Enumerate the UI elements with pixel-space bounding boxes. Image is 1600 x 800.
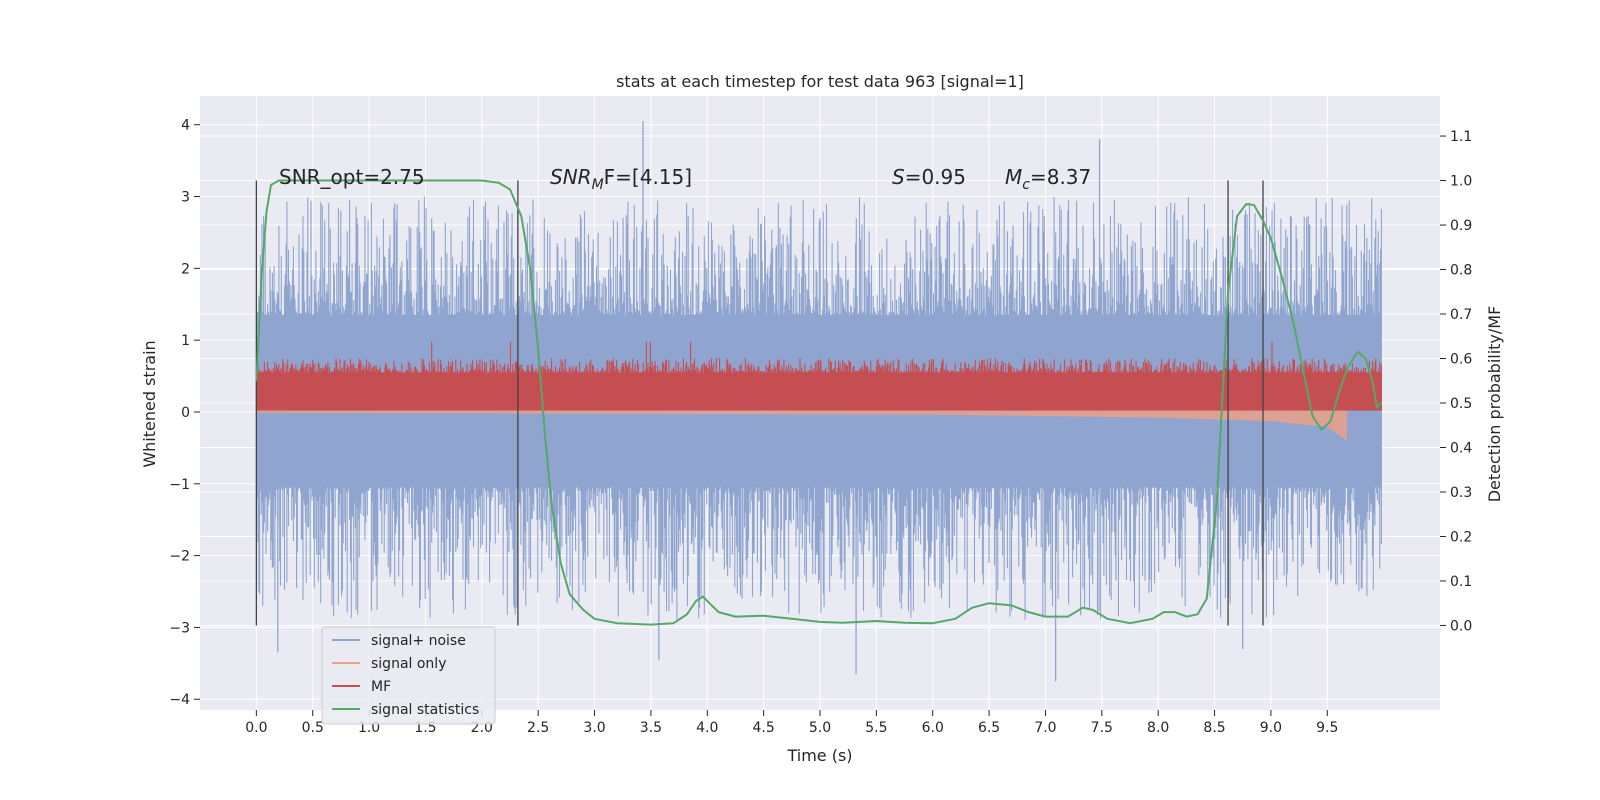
y2-tick-label: 0.4 [1450, 440, 1472, 456]
legend-label-signal-noise: signal+ noise [371, 633, 466, 649]
y2-tick-label: 0.1 [1450, 574, 1472, 590]
y2-tick-label: 0.5 [1450, 396, 1472, 412]
vertical-markers [255, 180, 1264, 626]
y-tick-label: −1 [169, 477, 190, 493]
y-tick-label: 0 [181, 405, 190, 421]
legend-label-mf: MF [371, 679, 391, 695]
y-tick-label: 4 [181, 118, 190, 134]
x-tick-label: 6.5 [978, 720, 1000, 736]
annotations: SNR_opt=2.75 SNRMF=[4.15] S=0.95 Mc=8.37 [279, 165, 1091, 193]
y-tick-label: −3 [169, 620, 190, 636]
legend-label-signal-only: signal only [371, 656, 446, 672]
y2-tick-label: 0.8 [1450, 263, 1472, 279]
x-tick-label: 5.5 [865, 720, 887, 736]
statistic-layer [255, 179, 1383, 626]
annotation-snr-mf-subscript: M [592, 177, 604, 193]
data-layer [255, 121, 1382, 682]
chart-title: stats at each timestep for test data 963… [616, 72, 1024, 91]
x-tick-label: 7.5 [1091, 720, 1113, 736]
y-tick-label: −2 [169, 549, 190, 565]
annotation-snr-mf-value: F=[4.15] [604, 165, 692, 189]
y2-tick-label: 1.1 [1450, 129, 1472, 145]
y-tick-label: 2 [181, 261, 190, 277]
x-axis-ticks: 0.0 0.5 1.0 1.5 2.0 2.5 3.0 3.5 4.0 4.5 5.0 5.5 6.0 6… [245, 710, 1338, 736]
x-tick-label: 4.0 [696, 720, 718, 736]
annotation-s-value: =0.95 [905, 165, 966, 189]
x-tick-label: 8.5 [1203, 720, 1225, 736]
y2-axis-ticks: 1.1 1.0 0.9 0.8 0.7 0.6 0.5 0.4 0.3 0.2 0.1 0.0 [1440, 129, 1472, 634]
annotation-snr-mf-symbol: SNR [550, 165, 592, 189]
annotation-s: S=0.95 [892, 165, 966, 189]
legend-label-signal-statistics: signal statistics [371, 702, 479, 718]
x-tick-label: 9.5 [1316, 720, 1338, 736]
annotation-mc: Mc=8.37 [1005, 165, 1091, 193]
y-tick-label: −4 [169, 692, 190, 708]
annotation-mc-value: =8.37 [1030, 165, 1091, 189]
y2-tick-label: 0.7 [1450, 307, 1472, 323]
annotation-s-symbol: S [892, 165, 905, 189]
x-tick-label: 8.0 [1147, 720, 1169, 736]
legend: signal+ noise signal only MF signal stat… [321, 626, 496, 725]
y2-tick-label: 0.9 [1450, 218, 1472, 234]
y2-tick-label: 0.2 [1450, 529, 1472, 545]
x-tick-label: 2.5 [527, 720, 549, 736]
x-tick-label: 0.0 [245, 720, 267, 736]
annotation-mc-subscript: c [1022, 177, 1030, 193]
y-axis-label: Whitened strain [140, 340, 159, 467]
x-tick-label: 9.0 [1260, 720, 1282, 736]
annotation-snr-mf: SNRMF=[4.15] [550, 165, 692, 193]
series-signal-statistics [255, 179, 1383, 626]
y2-axis-label: Detection probability/MF [1485, 306, 1504, 503]
y-tick-label: 1 [181, 333, 190, 349]
x-tick-label: 3.0 [583, 720, 605, 736]
y2-tick-label: 0.6 [1450, 352, 1472, 368]
x-tick-label: 3.5 [640, 720, 662, 736]
x-tick-label: 0.5 [302, 720, 324, 736]
x-tick-label: 4.5 [753, 720, 775, 736]
annotation-mc-symbol: M [1005, 165, 1022, 189]
x-axis-label: Time (s) [786, 746, 852, 765]
y-tick-label: 3 [181, 190, 190, 206]
annotation-snr-opt: SNR_opt=2.75 [279, 165, 425, 189]
y2-tick-label: 0.3 [1450, 485, 1472, 501]
series-mf-core [256, 379, 1382, 411]
legend-box [321, 626, 496, 725]
y2-tick-label: 0.0 [1450, 618, 1472, 634]
y2-tick-label: 1.0 [1450, 174, 1472, 190]
y-axis-ticks: 4 3 2 1 0 −1 −2 −3 −4 [169, 118, 200, 708]
x-tick-label: 7.0 [1034, 720, 1056, 736]
x-tick-label: 5.0 [809, 720, 831, 736]
x-tick-label: 6.0 [922, 720, 944, 736]
